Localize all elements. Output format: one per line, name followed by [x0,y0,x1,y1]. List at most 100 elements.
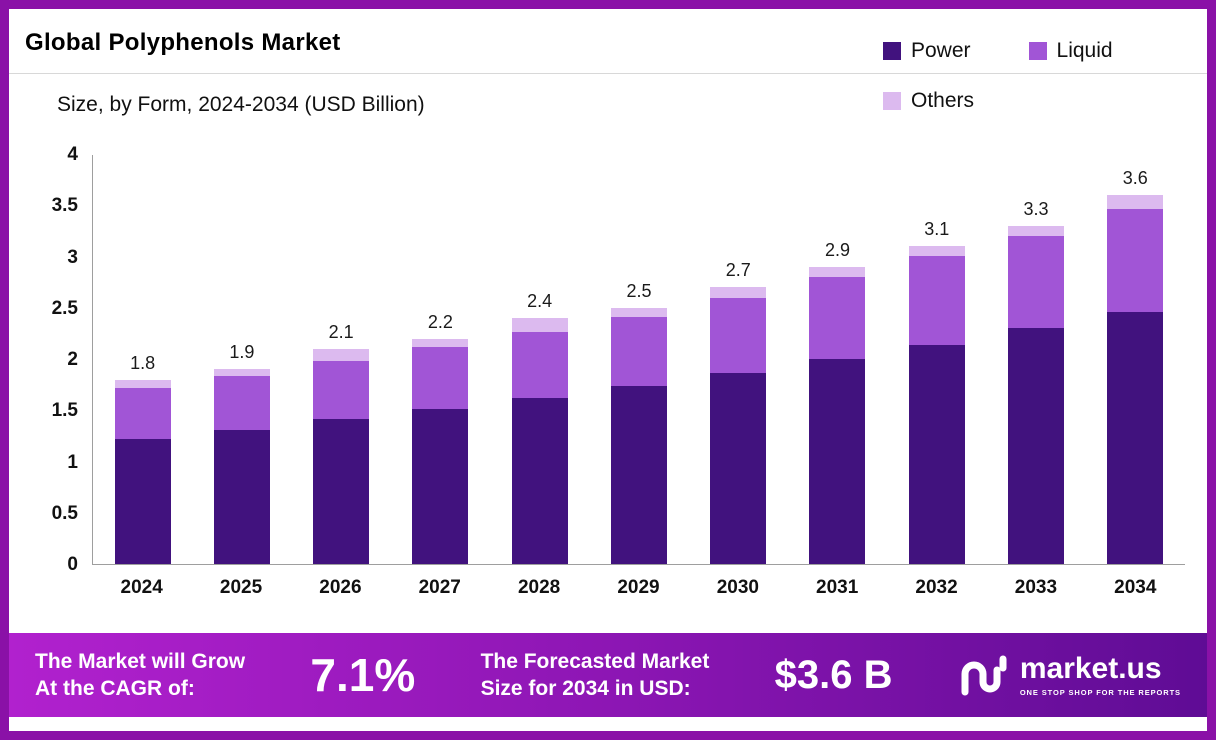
chart-legend: Power Liquid Others [883,39,1183,113]
bar-stack [412,338,469,564]
y-axis-tick: 2.5 [51,297,78,319]
y-axis-tick: 1.5 [51,400,78,422]
bar-total-label: 3.1 [924,219,950,240]
bar-segment-others [908,246,965,257]
bar-column-2027: 2.2 [400,312,480,564]
forecast-label-line2: Size for 2034 in USD: [480,677,691,700]
legend-swatch-power [883,42,901,60]
bar-segment-liquid [1107,209,1164,312]
forecast-value: $3.6 B [774,652,893,697]
bar-column-2032: 3.1 [897,219,977,564]
bar-segment-liquid [114,387,171,439]
bar-segment-power [412,409,469,564]
bar-total-label: 2.2 [427,311,453,332]
header-divider [9,73,1207,74]
chart-subtitle: Size, by Form, 2024-2034 (USD Billion) [57,93,425,116]
legend-item-others: Others [883,89,974,113]
bar-total-label: 3.3 [1023,198,1049,219]
y-axis-tick: 4 [67,144,78,165]
x-axis-label: 2029 [617,577,660,598]
plot-area: 1.8 1.9 2.1 2.2 2.4 2.5 2.7 2.9 3.1 3.3 3.6 [92,155,1185,565]
cagr-label-line2: At the CAGR of: [35,677,195,700]
bar-stack [1008,225,1065,564]
x-axis-label: 2025 [219,577,263,598]
bar-stack [809,266,866,564]
bar-stack [908,246,965,564]
bar-segment-others [114,379,171,388]
y-axis-tick: 0 [67,554,78,575]
bar-segment-others [610,307,667,318]
bar-column-2026: 2.1 [301,322,381,564]
bar-column-2030: 2.7 [698,260,778,564]
legend-label: Liquid [1056,39,1113,62]
bar-total-label: 2.1 [328,321,354,342]
legend-swatch-others [883,92,901,110]
x-axis-label: 2032 [915,577,958,598]
bar-segment-liquid [908,256,965,345]
bar-segment-power [313,418,370,564]
bar-column-2031: 2.9 [797,240,877,564]
cagr-label: The Market will Grow At the CAGR of: [35,648,245,703]
y-axis-tick: 1 [67,451,78,473]
legend-label: Others [911,89,975,112]
bar-segment-liquid [1008,236,1065,329]
legend-item-power: Power [883,39,971,63]
bar-total-label: 2.5 [626,280,652,301]
forecast-label-line1: The Forecasted Market [480,649,710,673]
bar-total-label: 2.9 [824,239,850,260]
x-axis-label: 2028 [517,577,561,598]
bar-total-label: 2.4 [527,290,553,311]
bar-column-2025: 1.9 [202,342,282,564]
bar-segment-liquid [313,361,370,419]
x-axis-label: 2034 [1114,577,1157,598]
y-axis-tick: 3.5 [51,195,78,217]
bar-segment-power [1008,328,1065,564]
footer-banner: The Market will Grow At the CAGR of: 7.1… [9,633,1207,717]
x-axis-label: 2030 [716,577,759,598]
y-axis-tick: 0.5 [51,502,78,524]
bar-segment-others [313,348,370,362]
bar-stack [313,348,370,564]
bar-stack [114,379,171,564]
bar-segment-liquid [710,297,767,374]
bar-segment-power [213,429,270,564]
bar-total-label: 1.8 [130,352,156,373]
bar-column-2033: 3.3 [996,199,1076,564]
legend-item-liquid: Liquid [1028,39,1113,63]
x-axis-labels: 2024 2025 2026 2027 2028 2029 2030 2031 2032 2033… [92,577,1185,599]
bar-segment-others [412,338,469,347]
bar-segment-power [511,397,568,564]
bar-segment-liquid [412,346,469,410]
bar-total-label: 3.6 [1122,167,1148,188]
chart-header: Global Polyphenols Market Size, by Form,… [9,9,1207,127]
legend-label: Power [911,39,971,62]
x-axis-label: 2033 [1014,577,1058,598]
cagr-value: 7.1% [310,649,416,701]
cagr-label-line1: The Market will Grow [35,649,246,673]
y-axis: 4 3.5 3 2.5 2 1.5 1 0.5 0 [18,144,92,575]
bar-column-2028: 2.4 [500,291,580,564]
brand-tagline: ONE STOP SHOP FOR THE REPORTS [1019,687,1181,697]
bar-segment-others [1008,225,1065,237]
bar-stack [610,307,667,564]
legend-swatch-liquid [1028,42,1047,60]
y-axis-tick: 2 [67,349,78,370]
bar-column-2029: 2.5 [599,281,679,564]
bar-segment-power [1107,311,1164,564]
bar-stack [511,317,568,564]
bar-segment-power [610,385,667,564]
bar-total-label: 1.9 [229,342,255,363]
bar-segment-liquid [610,317,667,386]
bar-segment-power [710,373,767,564]
chart-area: 4 3.5 3 2.5 2 1.5 1 0.5 0 1.8 1.9 2.1 2.2 2.4 2.5 2.7 2… [9,127,1207,609]
bars-row: 1.8 1.9 2.1 2.2 2.4 2.5 2.7 2.9 3.1 3.3 3.6 [93,155,1185,564]
bar-segment-power [809,359,866,564]
bar-segment-power [114,439,171,564]
bar-total-label: 2.7 [725,260,751,281]
brand-name: market.us [1019,651,1162,685]
bar-segment-liquid [213,376,270,430]
y-axis-tick: 3 [67,246,78,268]
bar-segment-others [213,369,270,377]
bar-segment-liquid [809,277,866,359]
